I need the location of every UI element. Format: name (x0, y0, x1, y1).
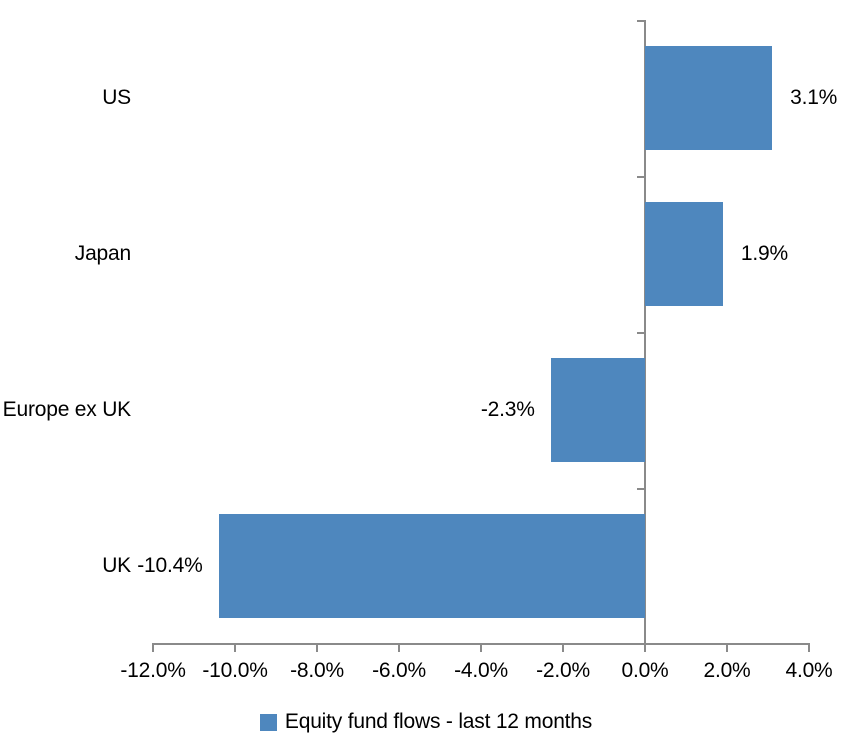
data-label: -10.4% (137, 554, 203, 577)
bar-japan (645, 202, 723, 306)
data-label: 1.9% (740, 242, 788, 265)
data-label: -2.3% (480, 398, 535, 421)
category-label: Japan (74, 242, 131, 265)
data-label: 3.1% (790, 86, 838, 109)
legend: Equity fund flows - last 12 months (0, 710, 852, 734)
value-axis-tick (726, 644, 728, 652)
x-tick-label: -4.0% (454, 659, 508, 682)
x-tick-label: 2.0% (703, 659, 751, 682)
x-tick-label: -10.0% (202, 659, 268, 682)
bar-uk (218, 514, 645, 618)
x-tick-label: -12.0% (120, 659, 186, 682)
x-tick-label: 0.0% (621, 659, 669, 682)
value-axis-tick (152, 644, 154, 652)
value-axis-tick (644, 644, 646, 652)
x-tick-label: -2.0% (536, 659, 590, 682)
value-axis-tick (316, 644, 318, 652)
bar-us (645, 46, 773, 150)
value-axis-tick (562, 644, 564, 652)
category-axis-line (644, 20, 646, 644)
category-axis-tick (637, 488, 644, 490)
category-axis-tick (637, 332, 644, 334)
category-axis-tick (637, 176, 644, 178)
category-axis-tick (637, 20, 644, 22)
value-axis-tick (480, 644, 482, 652)
category-label: US (102, 86, 131, 109)
bar-europe-ex-uk (550, 358, 645, 462)
legend-swatch-icon (259, 713, 277, 731)
legend-label: Equity fund flows - last 12 months (284, 710, 593, 733)
x-tick-label: -6.0% (372, 659, 426, 682)
value-axis-tick (398, 644, 400, 652)
value-axis-tick (808, 644, 810, 652)
category-label: Europe ex UK (2, 398, 132, 421)
x-tick-label: -8.0% (290, 659, 344, 682)
value-axis-tick (234, 644, 236, 652)
x-tick-label: 4.0% (785, 659, 833, 682)
category-label: UK (102, 554, 131, 577)
